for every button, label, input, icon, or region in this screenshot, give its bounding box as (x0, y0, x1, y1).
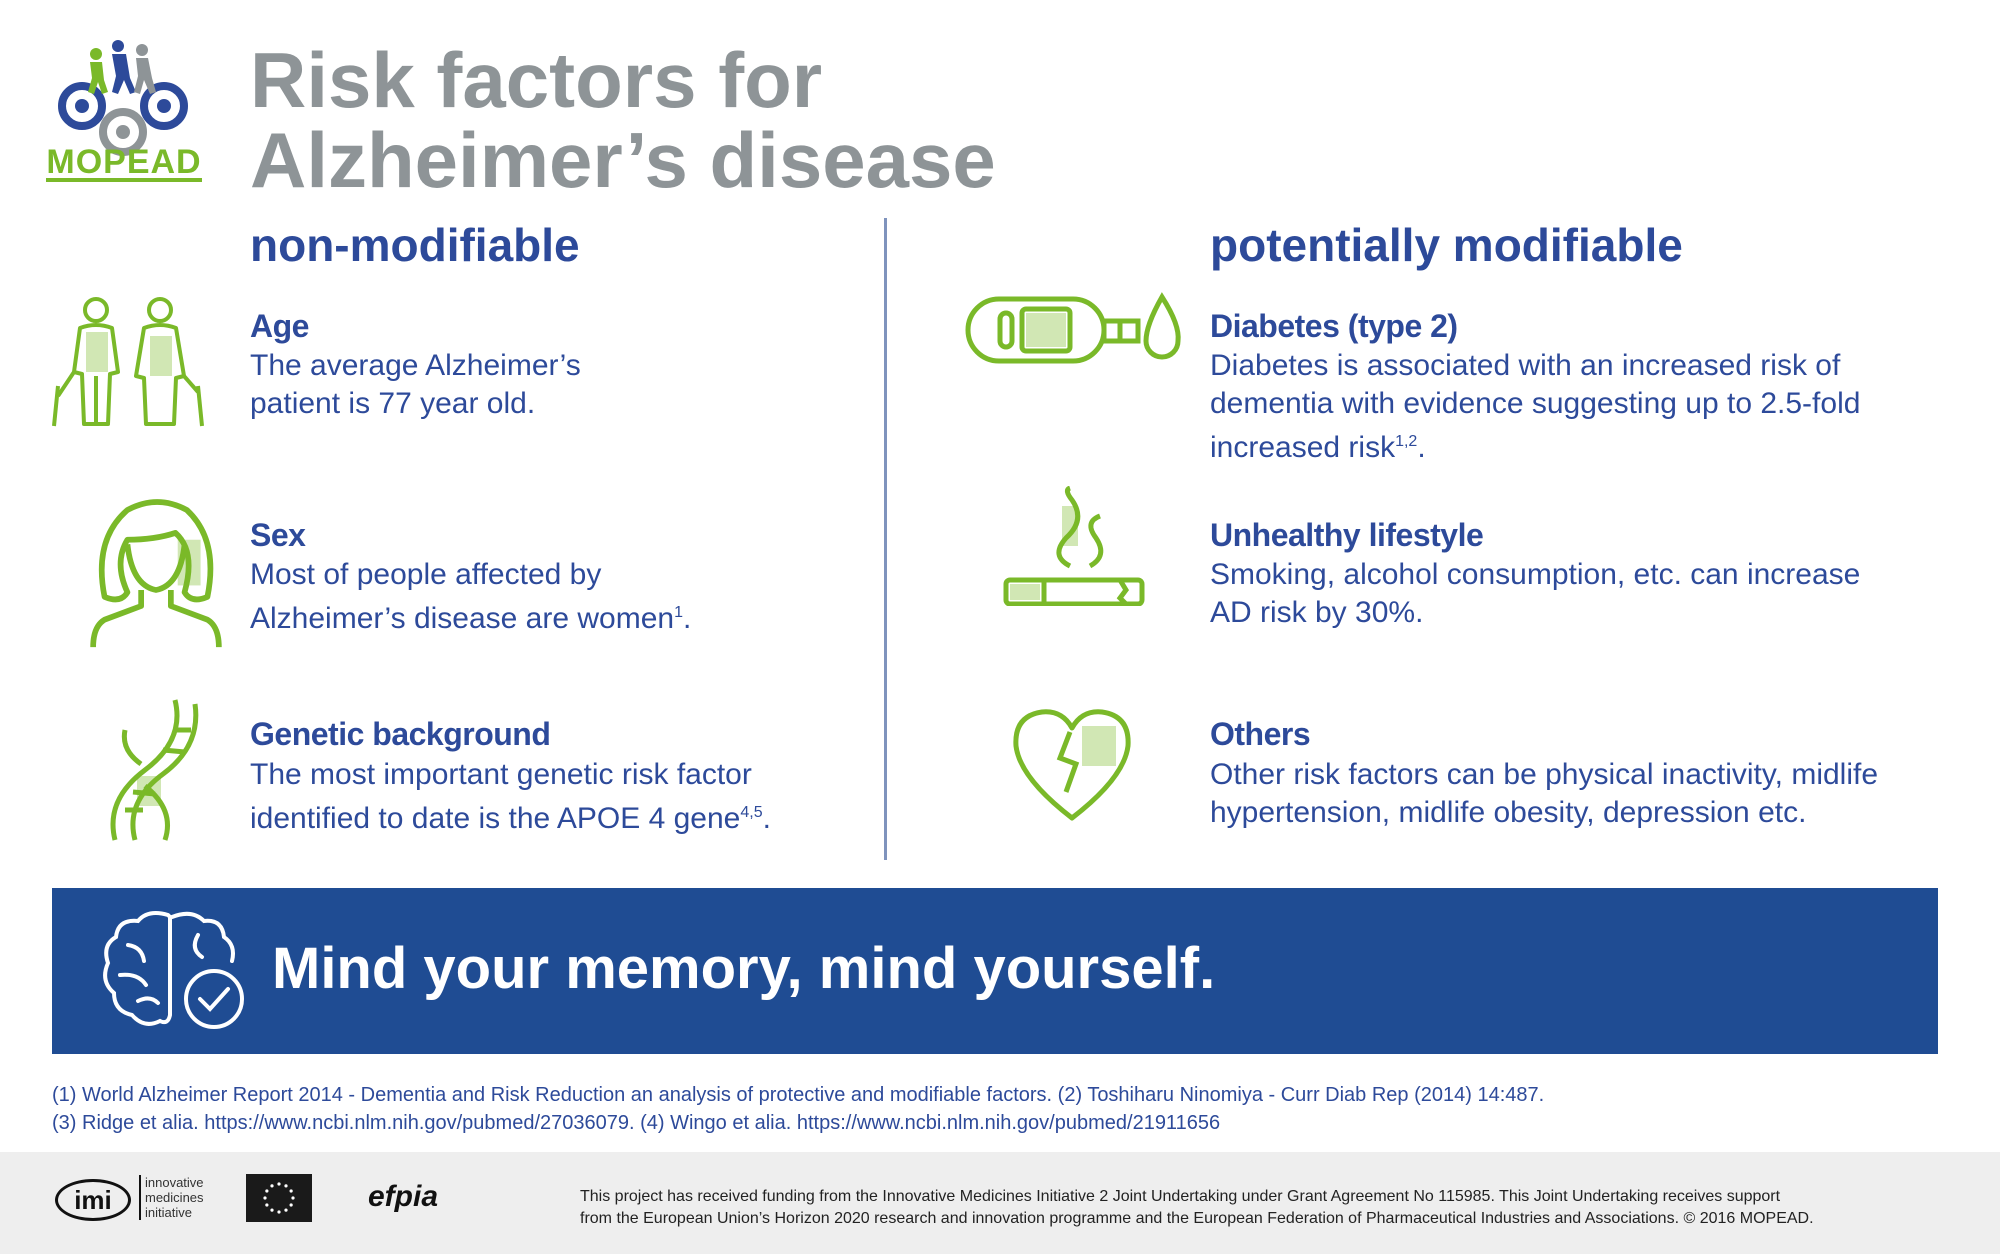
eu-flag-icon (246, 1174, 312, 1222)
eu-star (265, 1203, 269, 1207)
logo-underline (46, 178, 202, 182)
woman-icon (90, 499, 222, 648)
column-divider (884, 218, 887, 860)
broken-heart-icon (1013, 709, 1131, 821)
footnote-mark: 4,5 (740, 804, 763, 821)
desc-line: dementia with evidence suggesting up to … (1210, 387, 1861, 420)
title-line-2: Alzheimer’s disease (250, 116, 996, 204)
desc-text: Alzheimer’s disease are women (250, 602, 675, 635)
item-title-genetic: Genetic background (250, 716, 551, 752)
eu-star (263, 1196, 267, 1200)
funding-line: from the European Union’s Horizon 2020 r… (580, 1210, 1814, 1227)
desc-text: increased risk (1210, 431, 1396, 464)
eu-star (284, 1184, 288, 1188)
imi-wordmark: innovative medicines initiative (139, 1175, 204, 1220)
eu-star (289, 1189, 293, 1193)
footer (0, 1152, 2000, 1254)
imi-mark: imi (55, 1179, 131, 1221)
cigarette-icon (1003, 486, 1145, 606)
footnote-mark: 1 (674, 604, 683, 621)
glucose-meter-icon (965, 292, 1181, 364)
imi-word: initiative (145, 1205, 192, 1220)
heading-potentially-modifiable: potentially modifiable (1210, 219, 1683, 271)
item-title-diabetes: Diabetes (type 2) (1210, 308, 1458, 344)
desc-line: Other risk factors can be physical inact… (1210, 758, 1879, 791)
imi-word: medicines (145, 1190, 204, 1205)
eu-star (270, 1208, 274, 1212)
eu-star (291, 1196, 295, 1200)
desc-tail: . (683, 602, 692, 635)
desc-line: hypertension, midlife obesity, depressio… (1210, 796, 1807, 829)
desc-line: AD risk by 30%. (1210, 596, 1424, 629)
mopead-logo (58, 40, 188, 156)
eu-star (289, 1203, 293, 1207)
desc-line: Most of people affected by (250, 558, 602, 591)
desc-line: patient is 77 year old. (250, 387, 536, 420)
item-title-lifestyle: Unhealthy lifestyle (1210, 517, 1484, 553)
desc-line: Smoking, alcohol consumption, etc. can i… (1210, 558, 1861, 591)
reference-line-1: (1) World Alzheimer Report 2014 - Dement… (52, 1084, 1545, 1106)
item-desc-sex: Most of people affected by Alzheimer’s d… (250, 556, 691, 638)
imi-word: innovative (145, 1175, 204, 1190)
eu-star (284, 1208, 288, 1212)
desc-line: increased risk1,2. (1210, 423, 1860, 467)
funding-line: This project has received funding from t… (580, 1188, 1781, 1205)
footnote-mark: 1,2 (1395, 433, 1418, 450)
elderly-couple-icon (52, 297, 204, 427)
eu-star (277, 1182, 281, 1186)
dna-icon (110, 699, 199, 841)
heading-non-modifiable: non-modifiable (250, 219, 580, 271)
efpia-logo: efpia (368, 1180, 439, 1213)
eu-star (277, 1210, 281, 1214)
imi-logo: imi innovative medicines initiative (55, 1173, 215, 1225)
desc-line: identified to date is the APOE 4 gene4,5… (250, 794, 771, 838)
item-desc-diabetes: Diabetes is associated with an increased… (1210, 347, 1860, 467)
reference-line-2: (3) Ridge et alia. https://www.ncbi.nlm.… (52, 1112, 1221, 1134)
slogan-banner (52, 888, 1938, 1054)
desc-tail: . (1417, 431, 1426, 464)
brain-check-icon (103, 911, 244, 1029)
item-title-others: Others (1210, 716, 1311, 752)
eu-star (265, 1189, 269, 1193)
item-title-age: Age (250, 308, 309, 344)
desc-text: identified to date is the APOE 4 gene (250, 802, 741, 835)
item-desc-age: The average Alzheimer’s patient is 77 ye… (250, 347, 581, 423)
item-desc-lifestyle: Smoking, alcohol consumption, etc. can i… (1210, 556, 1860, 632)
desc-line: The most important genetic risk factor (250, 758, 752, 791)
funding-statement: This project has received funding from t… (580, 1186, 1960, 1230)
item-title-sex: Sex (250, 517, 306, 553)
logo-text: MOPEAD (46, 143, 202, 181)
item-desc-genetic: The most important genetic risk factor i… (250, 756, 771, 838)
eu-star (270, 1184, 274, 1188)
item-desc-others: Other risk factors can be physical inact… (1210, 756, 1878, 832)
slogan: Mind your memory, mind yourself. (272, 936, 1216, 1001)
title-line-1: Risk factors for (250, 36, 823, 124)
desc-line: The average Alzheimer’s (250, 349, 581, 382)
desc-line: Diabetes is associated with an increased… (1210, 349, 1841, 382)
page-title: Risk factors for Alzheimer’s disease (250, 40, 1150, 200)
desc-line: Alzheimer’s disease are women1. (250, 594, 691, 638)
desc-tail: . (762, 802, 771, 835)
